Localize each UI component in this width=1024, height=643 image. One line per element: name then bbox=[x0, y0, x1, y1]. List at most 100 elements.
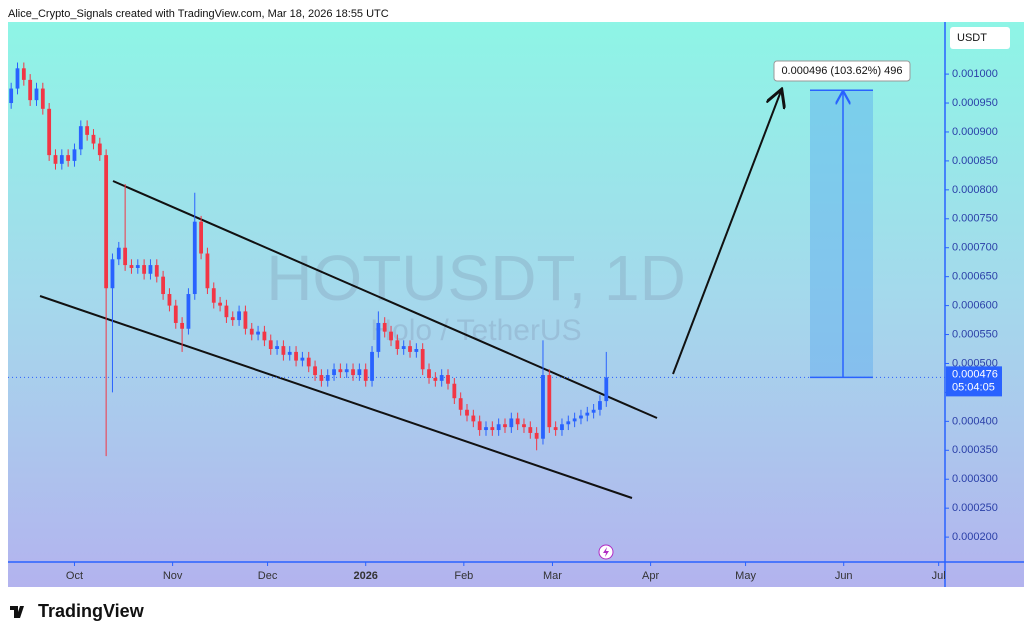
candle-body bbox=[490, 427, 495, 431]
candle-body bbox=[28, 79, 33, 101]
x-tick-label: Feb bbox=[454, 570, 473, 582]
candle-body bbox=[376, 322, 381, 352]
candle-body bbox=[199, 221, 203, 254]
candle-body bbox=[598, 401, 602, 410]
candle-body bbox=[484, 427, 488, 431]
candle-body bbox=[211, 288, 216, 303]
candle-body bbox=[528, 427, 533, 433]
candle-body bbox=[579, 415, 583, 419]
y-tick-label: 0.000250 bbox=[952, 502, 998, 514]
candle-body bbox=[408, 346, 412, 352]
candle-body bbox=[560, 424, 564, 431]
candle-body bbox=[433, 377, 438, 381]
x-tick-label: Dec bbox=[258, 570, 278, 582]
y-tick-label: 0.000950 bbox=[952, 97, 998, 109]
candle-body bbox=[351, 369, 355, 376]
last-price-label: 0.000476 bbox=[952, 368, 998, 380]
candle-body bbox=[53, 155, 58, 164]
candle-body bbox=[218, 302, 222, 306]
x-tick-label: Oct bbox=[66, 570, 83, 582]
countdown-label: 05:04:05 bbox=[952, 381, 995, 393]
candle-body bbox=[281, 346, 286, 355]
candle-body bbox=[173, 305, 178, 323]
candle-body bbox=[148, 265, 153, 274]
candle-body bbox=[205, 253, 210, 289]
candle-body bbox=[21, 68, 26, 80]
candle-body bbox=[154, 265, 159, 277]
candle-body bbox=[275, 346, 279, 350]
x-tick-label: Apr bbox=[642, 570, 659, 582]
candle-body bbox=[237, 311, 241, 321]
watermark-title: HOTUSDT, 1D bbox=[266, 242, 686, 314]
y-tick-label: 0.000650 bbox=[952, 271, 998, 283]
candle-body bbox=[230, 317, 235, 321]
candle-body bbox=[66, 155, 71, 161]
candle-body bbox=[452, 383, 457, 399]
candle-body bbox=[395, 340, 400, 350]
candle-body bbox=[363, 369, 368, 381]
candle-body bbox=[224, 305, 229, 318]
candle-body bbox=[192, 221, 197, 295]
candle-body bbox=[135, 265, 140, 268]
candle-body bbox=[186, 294, 191, 329]
lightning-icon bbox=[598, 544, 614, 560]
y-tick-label: 0.000850 bbox=[952, 155, 998, 167]
candle-body bbox=[344, 369, 349, 373]
candle-body bbox=[72, 149, 77, 161]
candle-body bbox=[357, 369, 362, 376]
x-tick-label: 2026 bbox=[353, 570, 377, 582]
candle-body bbox=[161, 276, 166, 295]
candle-body bbox=[503, 424, 507, 428]
candle-body bbox=[332, 369, 336, 376]
logo: TradingView bbox=[10, 601, 145, 621]
candle-body bbox=[319, 375, 324, 381]
y-tick-label: 0.000400 bbox=[952, 415, 998, 427]
candle-body bbox=[338, 369, 343, 373]
candle-body bbox=[262, 331, 267, 341]
candle-body bbox=[553, 427, 558, 431]
header: Alice_Crypto_Signals created with Tradin… bbox=[8, 8, 389, 20]
y-tick-label: 0.000900 bbox=[952, 126, 998, 138]
projection-box bbox=[810, 90, 873, 378]
candle-body bbox=[97, 143, 102, 156]
projection-label: 0.000496 (103.62%) 496 bbox=[781, 65, 902, 77]
candle-body bbox=[566, 421, 571, 425]
y-tick-label: 0.001000 bbox=[952, 68, 998, 80]
candle-body bbox=[59, 155, 64, 164]
candle-body bbox=[509, 418, 514, 428]
candle-body bbox=[471, 415, 476, 422]
candle-body bbox=[465, 409, 469, 416]
x-tick-label: Jul bbox=[932, 570, 946, 582]
candle-body bbox=[446, 375, 450, 384]
unit-label: USDT bbox=[957, 32, 987, 44]
candle-body bbox=[420, 349, 425, 370]
candle-body bbox=[256, 331, 260, 335]
candle-body bbox=[116, 247, 121, 260]
y-tick-label: 0.000350 bbox=[952, 444, 998, 456]
background bbox=[8, 22, 1024, 587]
candle-body bbox=[522, 424, 526, 428]
candle-body bbox=[427, 369, 431, 378]
candle-body bbox=[15, 68, 20, 89]
trendline-lower bbox=[39, 295, 633, 499]
candle-body bbox=[180, 322, 185, 329]
y-tick-label: 0.000800 bbox=[952, 184, 998, 196]
projection-arrow bbox=[672, 91, 781, 375]
candle-body bbox=[167, 294, 172, 306]
candle-body bbox=[34, 88, 39, 101]
x-tick-label: Nov bbox=[163, 570, 183, 582]
candle-body bbox=[78, 126, 83, 150]
unit-box bbox=[950, 27, 1010, 49]
candle-body bbox=[249, 328, 254, 335]
candle-body bbox=[313, 366, 317, 376]
x-tick-label: May bbox=[735, 570, 756, 582]
y-tick-label: 0.000750 bbox=[952, 213, 998, 225]
candle-body bbox=[382, 322, 387, 332]
candle-body bbox=[534, 432, 539, 439]
y-tick-label: 0.000200 bbox=[952, 531, 998, 543]
candle-body bbox=[243, 311, 248, 329]
projection-label-box bbox=[773, 60, 911, 82]
candle-body bbox=[585, 412, 590, 416]
candle-body bbox=[142, 265, 147, 274]
candle-body bbox=[294, 351, 298, 361]
